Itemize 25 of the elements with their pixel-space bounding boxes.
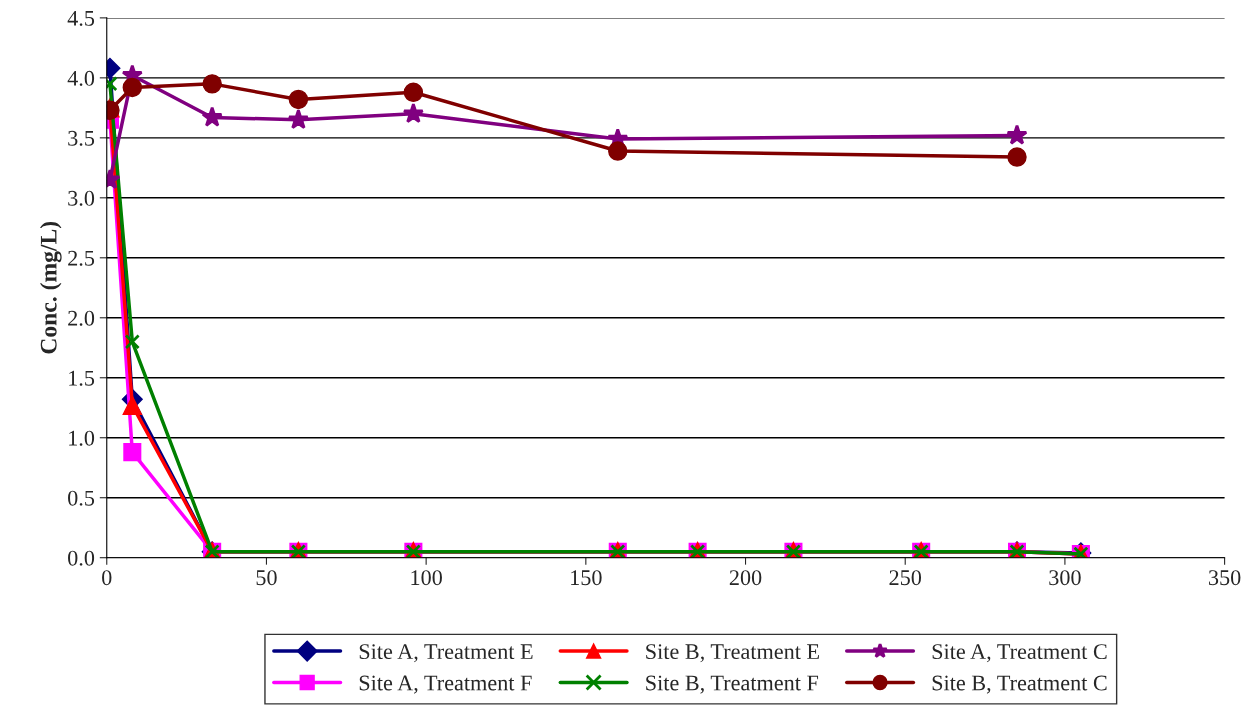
x-tick-label: 50 [256,570,277,586]
y-tick-label: 3.0 [68,190,95,206]
y-tick-label: 4.0 [67,70,95,86]
legend-label: Site B, Treatment F [646,675,819,694]
legend-label: Site B, Treatment E [646,644,819,663]
legend-label: Site A, Treatment E [359,644,533,663]
legend-label: Site B, Treatment C [932,675,1107,694]
y-tick-label: 1.0 [69,430,95,446]
x-tick-label: 100 [411,570,442,586]
y-tick-label: 2.5 [68,250,95,266]
y-tick-label: 3.5 [68,130,95,146]
legend-label: Site A, Treatment F [359,675,532,694]
x-tick-label: 150 [571,570,602,586]
x-tick-label: 200 [729,570,762,586]
y-tick-label: 2.0 [68,310,95,326]
y-tick-label: 4.5 [67,10,95,26]
y-tick-label: 1.5 [69,370,95,386]
legend-label: Site A, Treatment C [932,644,1107,663]
y-axis-title: Conc. (mg/L) [40,221,62,354]
y-tick-label: 0.0 [68,550,95,566]
x-tick-label: 0 [102,570,112,586]
x-tick-label: 350 [1209,570,1241,586]
x-tick-label: 250 [889,570,922,586]
y-tick-label: 0.5 [68,490,95,506]
x-tick-label: 300 [1049,570,1081,586]
